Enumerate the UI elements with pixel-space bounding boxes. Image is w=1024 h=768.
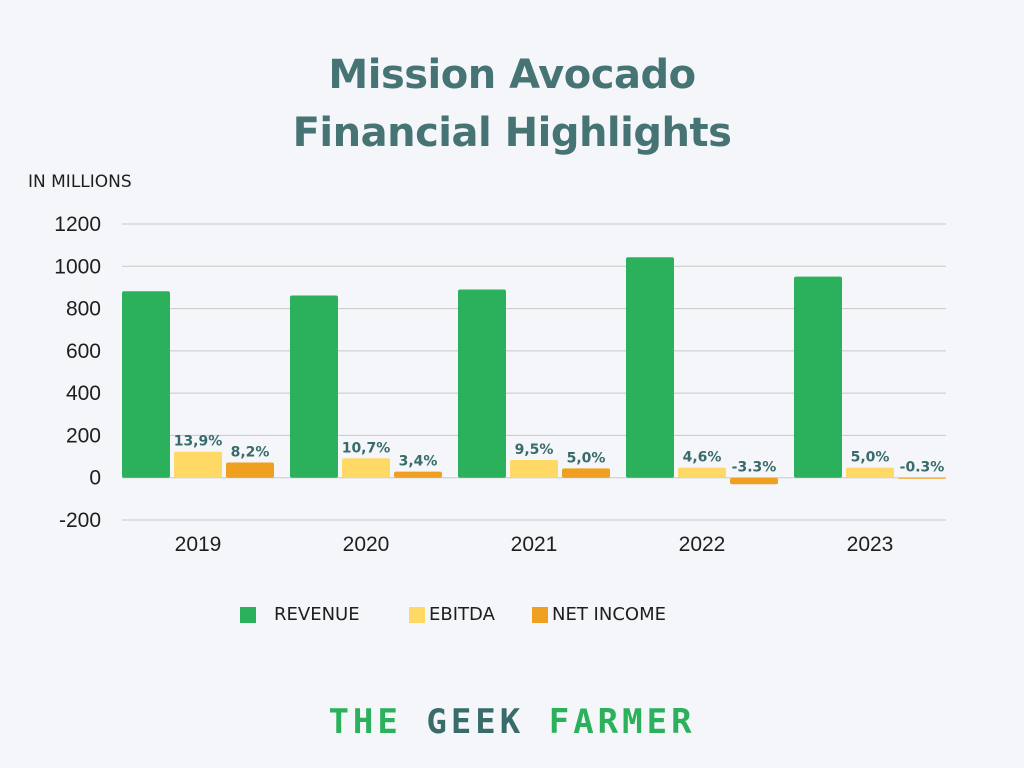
- brand-word-3: FARMER: [548, 702, 696, 742]
- legend-swatch-ebitda: [409, 606, 425, 623]
- data-label: 8,2%: [231, 444, 270, 460]
- x-tick-label: 2022: [679, 533, 726, 556]
- x-tick-label: 2021: [511, 533, 558, 556]
- legend-swatch-revenue: [240, 606, 256, 623]
- data-label: 9,5%: [515, 442, 554, 458]
- x-tick-label: 2023: [847, 533, 894, 556]
- legend-label-ebitda: EBITDA: [429, 604, 495, 625]
- chart-title: Mission Avocado Financial Highlights: [0, 46, 1024, 162]
- y-tick-label: 400: [66, 382, 101, 405]
- bar-net-income: [898, 477, 946, 479]
- y-tick-label: 0: [89, 467, 101, 490]
- legend-swatch-net-income: [532, 606, 548, 623]
- data-label: 5,0%: [851, 450, 890, 466]
- chart-legend: REVENUE EBITDA NET INCOME: [0, 604, 1024, 630]
- bar-ebitda: [678, 467, 726, 478]
- chart-title-line-2: Financial Highlights: [292, 110, 732, 156]
- bar-net-income: [394, 471, 442, 478]
- brand-footer: THE GEEK FARMER: [0, 702, 1024, 742]
- data-label: 10,7%: [342, 440, 391, 456]
- legend-item-ebitda: EBITDA: [409, 604, 495, 625]
- chart-title-line-1: Mission Avocado: [328, 52, 696, 98]
- bar-net-income: [562, 468, 610, 478]
- bar-revenue: [626, 257, 674, 478]
- y-tick-label: 1200: [54, 213, 101, 236]
- legend-item-revenue: REVENUE: [240, 604, 360, 625]
- data-label: 5,0%: [567, 450, 606, 466]
- bar-net-income: [730, 477, 778, 485]
- bar-ebitda: [174, 451, 222, 478]
- data-label: -0.3%: [900, 460, 945, 476]
- unit-label: IN MILLIONS: [28, 172, 132, 192]
- x-tick-label: 2020: [343, 533, 390, 556]
- brand-word-1: THE: [328, 702, 402, 742]
- legend-item-net-income: NET INCOME: [532, 604, 666, 625]
- y-tick-label: 200: [66, 424, 101, 447]
- x-tick-label: 2019: [175, 533, 222, 556]
- bar-ebitda: [510, 459, 558, 478]
- bar-chart: 1200 1000 800 600 400 200 0 -200 13,9% 8,2% 2019 10…: [54, 213, 946, 556]
- bar-revenue: [794, 276, 842, 478]
- data-label: 13,9%: [174, 434, 223, 450]
- data-label: 3,4%: [399, 454, 438, 470]
- brand-word-2: GEEK: [426, 702, 525, 742]
- legend-label-net-income: NET INCOME: [552, 604, 666, 625]
- y-tick-label: 800: [66, 298, 101, 321]
- y-tick-label: -200: [59, 509, 101, 532]
- bar-revenue: [122, 291, 170, 478]
- data-label: -3.3%: [732, 460, 777, 476]
- bar-ebitda: [846, 467, 894, 478]
- bar-revenue: [458, 289, 506, 478]
- bar-ebitda: [342, 458, 390, 478]
- y-tick-label: 1000: [54, 255, 101, 278]
- legend-label-revenue: REVENUE: [274, 604, 360, 625]
- bar-revenue: [290, 295, 338, 478]
- bar-net-income: [226, 462, 274, 478]
- y-tick-label: 600: [66, 340, 101, 363]
- data-label: 4,6%: [683, 450, 722, 466]
